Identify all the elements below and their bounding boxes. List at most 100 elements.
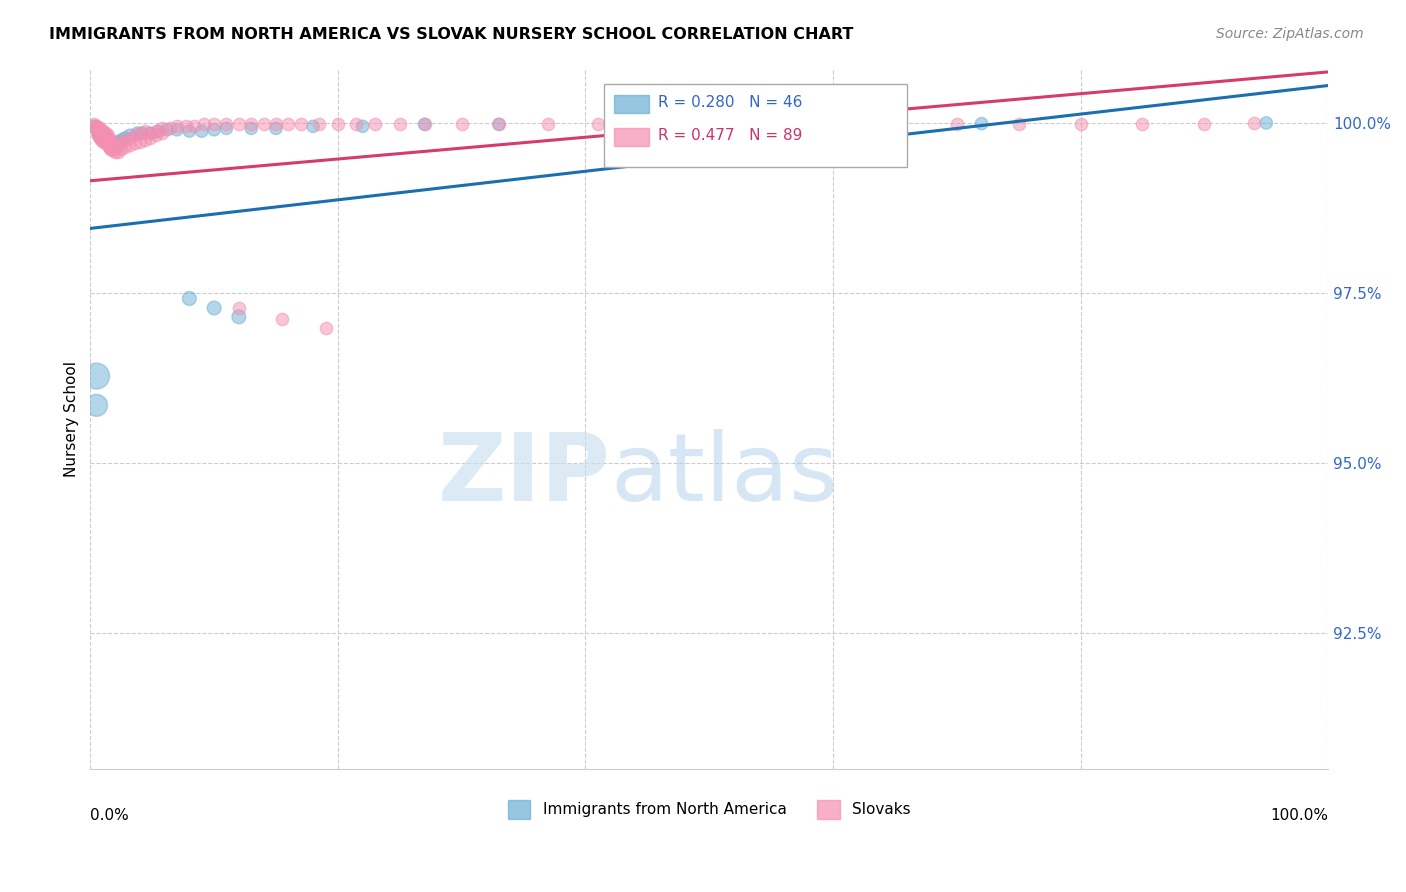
Point xyxy=(101,143,124,157)
Point xyxy=(1070,117,1092,131)
Point xyxy=(179,292,201,306)
Point xyxy=(107,137,129,152)
Point xyxy=(110,133,132,147)
Text: R = 0.477   N = 89: R = 0.477 N = 89 xyxy=(658,128,803,144)
Point xyxy=(215,117,238,131)
Point xyxy=(586,117,609,131)
Point xyxy=(118,128,141,143)
Point xyxy=(145,128,167,143)
Point xyxy=(127,126,149,140)
Point xyxy=(100,137,122,152)
Point xyxy=(98,136,121,151)
Point xyxy=(883,117,905,131)
Bar xyxy=(614,128,648,145)
Point xyxy=(759,117,782,131)
Point xyxy=(91,124,114,138)
FancyBboxPatch shape xyxy=(605,84,907,167)
Point xyxy=(179,124,201,138)
Point xyxy=(202,301,225,315)
Point xyxy=(271,312,294,326)
Point xyxy=(90,126,112,140)
Point xyxy=(156,122,179,136)
Point xyxy=(124,128,146,143)
Point xyxy=(83,117,105,131)
Point xyxy=(128,135,150,149)
Point xyxy=(89,121,111,136)
Point xyxy=(970,117,993,131)
Point xyxy=(96,126,118,140)
Point xyxy=(1132,117,1154,131)
Point xyxy=(202,122,225,136)
Text: 0.0%: 0.0% xyxy=(90,808,129,822)
Point xyxy=(488,117,510,131)
Point xyxy=(94,128,117,143)
Point xyxy=(87,126,110,140)
Point xyxy=(215,121,238,136)
Point xyxy=(131,126,153,140)
Point xyxy=(346,117,368,131)
Point xyxy=(1243,116,1265,130)
Point xyxy=(91,131,114,145)
Point xyxy=(89,128,111,143)
Point xyxy=(107,145,129,159)
Point xyxy=(450,117,472,131)
Point xyxy=(883,117,905,131)
Point xyxy=(302,120,325,134)
Point xyxy=(97,128,120,143)
Point xyxy=(308,117,330,131)
Point xyxy=(98,142,121,156)
Point xyxy=(190,124,212,138)
Point xyxy=(87,124,110,138)
Point xyxy=(100,135,122,149)
Point xyxy=(94,135,117,149)
Point xyxy=(86,121,108,136)
Point xyxy=(96,136,118,151)
Point xyxy=(174,120,197,134)
Point xyxy=(1256,116,1278,130)
Point xyxy=(100,142,122,156)
Point xyxy=(83,120,105,134)
Point xyxy=(150,121,173,136)
Point xyxy=(128,126,150,140)
Point xyxy=(84,119,107,133)
Point xyxy=(110,142,132,156)
Point xyxy=(93,129,115,144)
Point xyxy=(90,124,112,138)
Text: ZIP: ZIP xyxy=(437,429,610,521)
Point xyxy=(148,124,170,138)
Point xyxy=(103,137,125,152)
Point xyxy=(138,131,160,145)
Point xyxy=(114,140,136,154)
Point xyxy=(290,117,312,131)
Point xyxy=(89,131,111,145)
Point xyxy=(264,121,287,136)
Point xyxy=(145,124,167,138)
Point xyxy=(193,117,215,131)
Point xyxy=(277,117,299,131)
Point xyxy=(150,126,173,140)
Point xyxy=(240,117,263,131)
Legend: Immigrants from North America, Slovaks: Immigrants from North America, Slovaks xyxy=(502,794,917,825)
Point xyxy=(86,369,108,384)
Point xyxy=(315,321,337,335)
Point xyxy=(636,117,658,131)
Point xyxy=(104,136,127,151)
Point xyxy=(87,128,110,143)
Point xyxy=(364,117,387,131)
Point xyxy=(166,120,188,134)
Point xyxy=(90,133,112,147)
Point xyxy=(138,126,160,140)
Point xyxy=(252,117,274,131)
Point xyxy=(104,140,127,154)
Point xyxy=(86,120,108,134)
Point xyxy=(101,136,124,151)
Point xyxy=(159,121,181,136)
Point xyxy=(697,117,720,131)
Point xyxy=(138,126,160,140)
Point xyxy=(98,133,121,147)
Point xyxy=(101,140,124,154)
Point xyxy=(93,126,115,140)
Point xyxy=(413,117,436,131)
Point xyxy=(240,121,263,136)
Point xyxy=(759,117,782,131)
